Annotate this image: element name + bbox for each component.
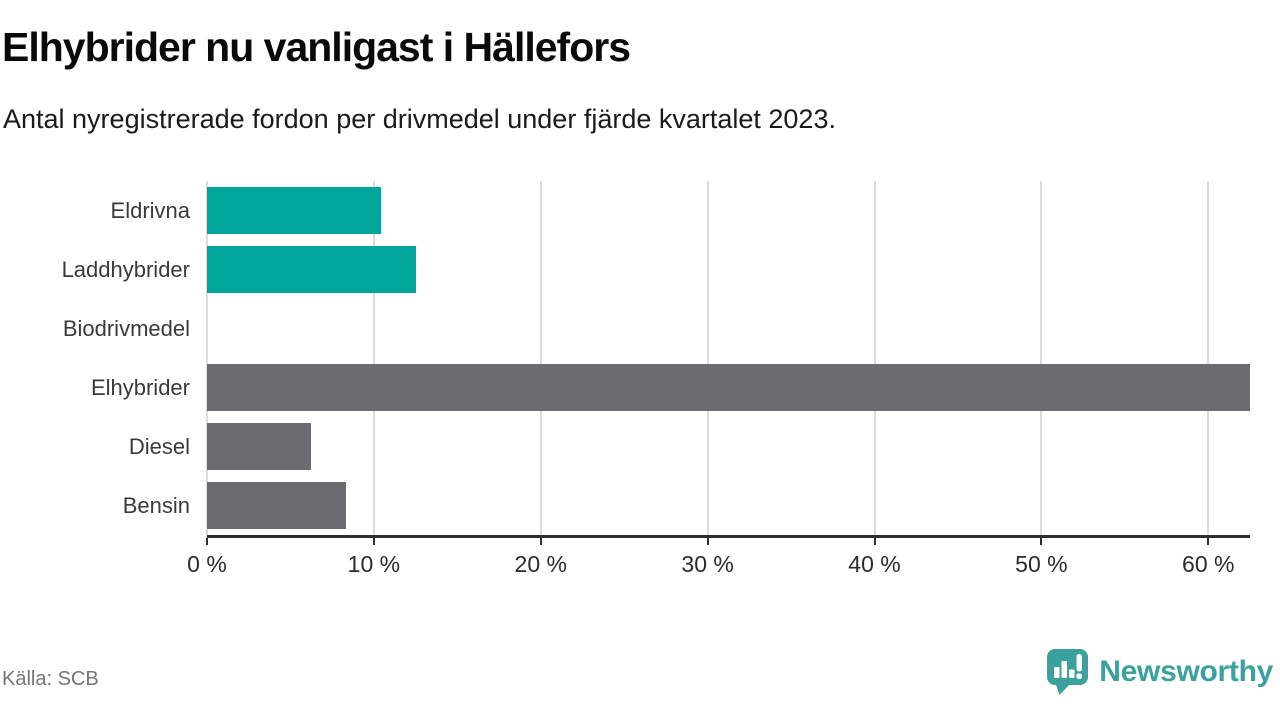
x-axis-tick [706, 538, 709, 545]
gridline [706, 181, 709, 535]
category-label-elhybrider: Elhybrider [90, 375, 190, 400]
bar-row [207, 181, 1250, 240]
category-label-bensin: Bensin [122, 493, 190, 518]
x-axis-tick-label: 30 % [681, 551, 734, 577]
chart-title: Elhybrider nu vanligast i Hällefors [2, 24, 631, 70]
x-axis-tick-label: 10 % [347, 551, 401, 577]
x-axis-tick [372, 538, 375, 545]
x-axis-line [207, 535, 1250, 538]
gridline [1207, 181, 1210, 535]
gridline [539, 181, 542, 535]
x-axis-tick-label: 0 % [187, 551, 227, 577]
x-axis-tick [539, 538, 542, 545]
category-label-diesel: Diesel [128, 434, 190, 459]
category-label-eldrivna: Eldrivna [110, 198, 190, 223]
x-axis-tick-label: 20 % [514, 551, 567, 577]
newsworthy-logo: Newsworthy [1046, 648, 1273, 696]
bar-row [207, 358, 1250, 417]
bar-laddhybrider [207, 246, 416, 293]
gridline [372, 181, 375, 535]
bar-eldrivna [207, 187, 381, 234]
chart-subtitle: Antal nyregistrerade fordon per drivmede… [3, 104, 836, 134]
x-axis-tick-label: 60 % [1182, 551, 1235, 577]
bar-bensin [207, 482, 346, 529]
x-axis-tick [1040, 538, 1043, 545]
newsworthy-speech-bubble-bar-chart-icon [1047, 649, 1089, 695]
x-axis-tick [206, 538, 208, 545]
plot-area: 0 % 10 % 20 % 30 % 40 % 50 % 60 % [187, 181, 1250, 577]
gridline [206, 181, 208, 535]
category-label-biodrivmedel: Biodrivmedel [62, 316, 190, 341]
bars-layer [207, 181, 1250, 535]
bar-row [207, 476, 1250, 535]
bar-row [207, 240, 1250, 299]
gridlines [206, 181, 1250, 535]
source-note: Källa: SCB [2, 668, 99, 690]
x-axis-tick [873, 538, 876, 545]
x-axis-tick-label: 50 % [1015, 551, 1068, 577]
category-label-laddhybrider: Laddhybrider [61, 257, 190, 282]
x-axis: 0 % 10 % 20 % 30 % 40 % 50 % 60 % [187, 538, 1250, 578]
bar-row [207, 417, 1250, 476]
bar-row [207, 299, 1250, 358]
newsworthy-wordmark: Newsworthy [1099, 655, 1273, 688]
x-axis-tick [1207, 538, 1210, 545]
gridline [1040, 181, 1043, 535]
gridline [873, 181, 876, 535]
x-axis-tick-label: 40 % [848, 551, 901, 577]
y-axis-category-labels: Eldrivna Laddhybrider Biodrivmedel Elhybrid… [0, 181, 190, 535]
bar-diesel [207, 423, 312, 470]
bar-elhybrider [207, 364, 1250, 411]
